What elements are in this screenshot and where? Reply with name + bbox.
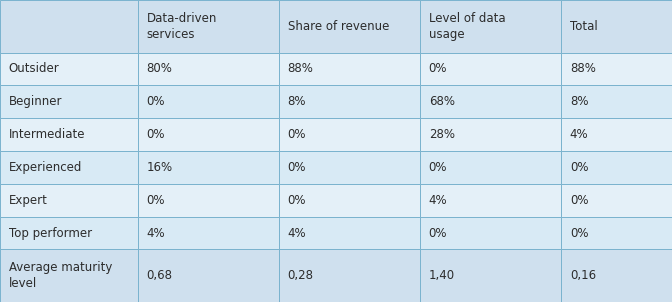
Bar: [561, 151, 672, 184]
Text: 8%: 8%: [288, 95, 306, 108]
Text: Average maturity
level: Average maturity level: [9, 261, 112, 290]
Text: 1,40: 1,40: [429, 269, 455, 282]
Bar: [420, 53, 561, 85]
Text: Beginner: Beginner: [9, 95, 62, 108]
Text: 0%: 0%: [570, 194, 589, 207]
Text: Experienced: Experienced: [9, 161, 82, 174]
Text: Level of data
usage: Level of data usage: [429, 12, 505, 41]
Bar: [138, 85, 279, 118]
Text: 0,28: 0,28: [288, 269, 314, 282]
Bar: [420, 0, 561, 53]
Bar: [561, 184, 672, 217]
Text: 0%: 0%: [288, 194, 306, 207]
Text: 0%: 0%: [429, 161, 448, 174]
Text: Share of revenue: Share of revenue: [288, 20, 389, 33]
Text: Total: Total: [570, 20, 597, 33]
Bar: [0, 184, 138, 217]
Text: Top performer: Top performer: [9, 226, 92, 239]
Bar: [279, 151, 420, 184]
Bar: [0, 217, 138, 249]
Text: 8%: 8%: [570, 95, 589, 108]
Text: 0%: 0%: [146, 194, 165, 207]
Bar: [279, 184, 420, 217]
Bar: [138, 184, 279, 217]
Text: 4%: 4%: [429, 194, 448, 207]
Text: 0%: 0%: [288, 161, 306, 174]
Text: 4%: 4%: [570, 128, 589, 141]
Text: 0,68: 0,68: [146, 269, 173, 282]
Bar: [279, 85, 420, 118]
Bar: [138, 249, 279, 302]
Bar: [0, 151, 138, 184]
Bar: [138, 217, 279, 249]
Text: Outsider: Outsider: [9, 63, 60, 76]
Text: 0%: 0%: [146, 128, 165, 141]
Bar: [0, 249, 138, 302]
Bar: [420, 249, 561, 302]
Bar: [561, 85, 672, 118]
Bar: [138, 0, 279, 53]
Text: 0%: 0%: [146, 95, 165, 108]
Bar: [279, 249, 420, 302]
Bar: [561, 217, 672, 249]
Text: 88%: 88%: [570, 63, 596, 76]
Bar: [279, 0, 420, 53]
Bar: [561, 249, 672, 302]
Bar: [561, 0, 672, 53]
Bar: [561, 53, 672, 85]
Text: Expert: Expert: [9, 194, 48, 207]
Bar: [0, 53, 138, 85]
Bar: [279, 118, 420, 151]
Bar: [420, 151, 561, 184]
Bar: [420, 85, 561, 118]
Text: 16%: 16%: [146, 161, 173, 174]
Bar: [279, 53, 420, 85]
Text: 0%: 0%: [429, 226, 448, 239]
Bar: [138, 151, 279, 184]
Text: 0%: 0%: [570, 161, 589, 174]
Text: 0,16: 0,16: [570, 269, 596, 282]
Text: 80%: 80%: [146, 63, 173, 76]
Bar: [138, 53, 279, 85]
Bar: [0, 0, 138, 53]
Text: 28%: 28%: [429, 128, 455, 141]
Bar: [0, 85, 138, 118]
Bar: [279, 217, 420, 249]
Text: Data-driven
services: Data-driven services: [146, 12, 217, 41]
Bar: [0, 118, 138, 151]
Bar: [561, 118, 672, 151]
Bar: [420, 118, 561, 151]
Bar: [420, 184, 561, 217]
Text: 0%: 0%: [288, 128, 306, 141]
Text: Intermediate: Intermediate: [9, 128, 85, 141]
Text: 4%: 4%: [288, 226, 306, 239]
Text: 4%: 4%: [146, 226, 165, 239]
Bar: [138, 118, 279, 151]
Text: 88%: 88%: [288, 63, 314, 76]
Text: 0%: 0%: [570, 226, 589, 239]
Text: 68%: 68%: [429, 95, 455, 108]
Bar: [420, 217, 561, 249]
Text: 0%: 0%: [429, 63, 448, 76]
